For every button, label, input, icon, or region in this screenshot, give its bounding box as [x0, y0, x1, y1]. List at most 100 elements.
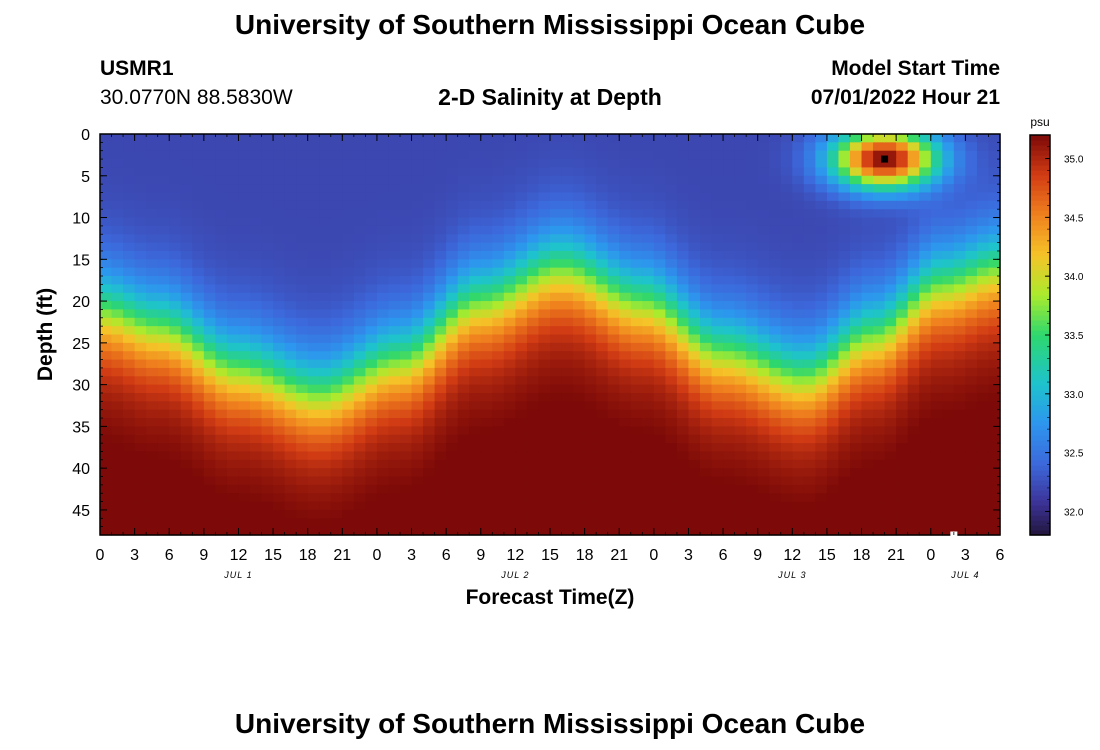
heatmap-cell [907, 468, 920, 478]
heatmap-cell [307, 418, 320, 427]
heatmap-cell [261, 184, 274, 194]
heatmap-cell [123, 493, 136, 503]
heatmap-cell [642, 167, 655, 177]
heatmap-cell [953, 509, 966, 519]
colorbar-segment [1030, 440, 1050, 446]
heatmap-cell [492, 392, 505, 402]
heatmap-cell [261, 392, 274, 402]
heatmap-cell [388, 309, 401, 319]
heatmap-cell [792, 376, 805, 386]
heatmap-cell [469, 443, 482, 453]
heatmap-cell [561, 225, 574, 235]
heatmap-cell [607, 401, 620, 411]
heatmap-cell [988, 518, 1001, 528]
heatmap-cell [353, 200, 366, 210]
heatmap-cell [630, 301, 643, 311]
heatmap-cell [942, 284, 955, 294]
heatmap-cell [503, 392, 516, 402]
heatmap-cell [353, 476, 366, 486]
heatmap-cell [757, 501, 770, 511]
heatmap-cell [480, 326, 493, 336]
heatmap-cell [665, 501, 678, 511]
heatmap-cell [215, 167, 228, 177]
heatmap-cell [146, 401, 159, 411]
heatmap-cell [815, 509, 828, 519]
heatmap-cell [642, 250, 655, 260]
heatmap-cell [573, 192, 586, 202]
heatmap-cell [942, 192, 955, 202]
heatmap-cell [180, 150, 193, 160]
colorbar-segment [1030, 430, 1050, 436]
heatmap-cell [896, 526, 909, 536]
heatmap-cell [676, 209, 690, 219]
y-tick-label: 20 [72, 294, 90, 311]
heatmap-cell [873, 409, 886, 419]
heatmap-cell [653, 476, 666, 486]
heatmap-cell [203, 184, 216, 194]
heatmap-cell [907, 250, 920, 260]
heatmap-cell [469, 334, 482, 344]
heatmap-cell [215, 242, 228, 252]
heatmap-cell [261, 225, 274, 235]
heatmap-cell [538, 267, 551, 277]
heatmap-cell [596, 159, 609, 169]
heatmap-cell [965, 150, 978, 160]
heatmap-cell [607, 159, 620, 169]
heatmap-cell [146, 142, 159, 152]
heatmap-cell [457, 384, 470, 394]
x-tick-label: 18 [299, 547, 317, 564]
heatmap-cell [942, 234, 955, 244]
heatmap-cell [411, 225, 424, 235]
heatmap-cell [561, 209, 574, 219]
heatmap-cell [123, 409, 136, 419]
heatmap-cell [411, 468, 424, 478]
heatmap-cell [134, 334, 147, 344]
heatmap-cell [273, 501, 286, 511]
heatmap-cell [457, 209, 470, 219]
heatmap-cell [123, 167, 136, 177]
heatmap-cell [815, 259, 828, 269]
heatmap-cell [550, 217, 563, 227]
heatmap-cell [919, 509, 932, 519]
heatmap-cell [584, 351, 597, 361]
heatmap-cell [884, 484, 897, 494]
heatmap-cell [630, 484, 643, 494]
heatmap-cell [965, 509, 978, 519]
heatmap-cell [526, 292, 540, 302]
heatmap-cell [965, 409, 978, 419]
heatmap-cell [273, 184, 286, 194]
heatmap-cell [884, 334, 897, 344]
heatmap-cell [653, 351, 666, 361]
heatmap-cell [653, 392, 666, 402]
heatmap-cell [134, 301, 147, 311]
heatmap-cell [550, 376, 563, 386]
heatmap-cell [503, 384, 516, 394]
heatmap-cell [838, 342, 851, 352]
heatmap-cell [423, 217, 436, 227]
heatmap-cell [342, 493, 355, 503]
heatmap-cell [723, 526, 736, 536]
heatmap-cell [526, 134, 540, 143]
heatmap-cell [838, 284, 851, 294]
heatmap-cell [711, 250, 724, 260]
heatmap-cell [907, 476, 920, 486]
heatmap-cell [561, 401, 574, 411]
heatmap-cell [873, 200, 886, 210]
heatmap-cell [180, 309, 193, 319]
heatmap-cell [503, 309, 516, 319]
heatmap-cell [261, 443, 274, 453]
heatmap-cell [792, 493, 805, 503]
heatmap-cell [469, 259, 482, 269]
heatmap-cell [561, 159, 574, 169]
heatmap-cell [550, 326, 563, 336]
heatmap-cell [111, 200, 124, 210]
heatmap-cell [273, 493, 286, 503]
heatmap-cell [550, 518, 563, 528]
heatmap-cell [480, 334, 493, 344]
heatmap-cell [642, 351, 655, 361]
heatmap-cell [226, 401, 240, 411]
heatmap-cell [446, 334, 459, 344]
heatmap-cell [480, 443, 493, 453]
heatmap-cell [100, 175, 113, 185]
heatmap-cell [296, 150, 309, 160]
